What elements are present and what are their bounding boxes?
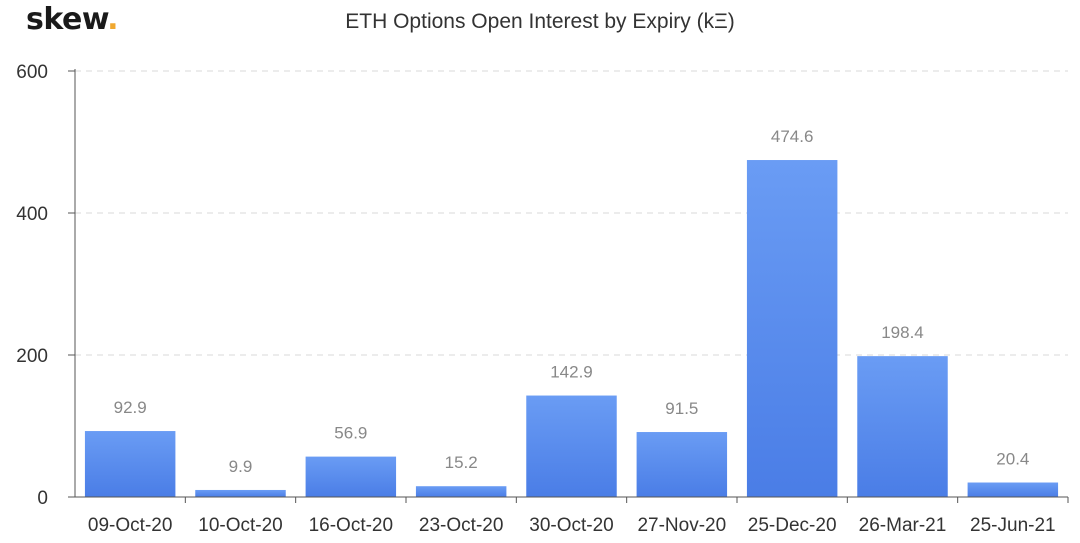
bar-26-Mar-21 [857,356,948,497]
x-tick-label: 09-Oct-20 [88,515,172,536]
y-axis-ticks: 0 200 400 600 [16,62,75,509]
x-tick-label: 25-Jun-21 [970,515,1056,536]
bar-09-Oct-20 [84,431,176,497]
x-tick-label: 10-Oct-20 [198,515,282,536]
x-tick-label: 16-Oct-20 [309,515,393,536]
x-tick-label: 27-Nov-20 [637,515,726,536]
axes [74,69,1068,498]
data-label-10-Oct-20: 9.9 [229,457,253,476]
data-label-26-Mar-21: 198.4 [881,323,924,342]
data-label-30-Oct-20: 142.9 [550,363,593,382]
bar-25-Jun-21 [967,482,1059,497]
data-labels: 92.9 9.9 56.9 15.2 142.9 91.5 474.6 198.4 20.4 [114,127,1030,476]
y-tick-label: 200 [16,346,48,367]
x-axis-ticks: 09-Oct-20 10-Oct-20 16-Oct-20 23-Oct-20 30-O… [88,497,1069,536]
bar-25-Dec-20 [746,160,838,497]
data-label-23-Oct-20: 15.2 [445,453,478,472]
bar-16-Oct-20 [305,456,397,497]
y-tick-label: 0 [37,488,48,509]
bars [84,160,1059,497]
bar-30-Oct-20 [526,395,617,497]
data-label-25-Jun-21: 20.4 [996,450,1029,469]
x-tick-label: 26-Mar-21 [859,515,947,536]
x-tick-label: 30-Oct-20 [529,515,613,536]
y-tick-label: 400 [16,204,48,225]
bar-10-Oct-20 [195,489,286,497]
data-label-27-Nov-20: 91.5 [665,399,698,418]
logo-dot: . [107,2,119,37]
data-label-25-Dec-20: 474.6 [771,127,814,146]
data-label-09-Oct-20: 92.9 [114,398,147,417]
bar-27-Nov-20 [636,432,728,497]
y-tick-label: 600 [16,62,48,83]
data-label-16-Oct-20: 56.9 [334,424,367,443]
logo-text: skew [26,2,108,37]
bar-23-Oct-20 [415,486,507,497]
gridlines [75,70,1068,356]
x-tick-label: 23-Oct-20 [419,515,503,536]
skew-logo: skew. [26,2,119,37]
chart-title: ETH Options Open Interest by Expiry (kΞ) [345,10,735,33]
x-tick-label: 25-Dec-20 [748,515,837,536]
